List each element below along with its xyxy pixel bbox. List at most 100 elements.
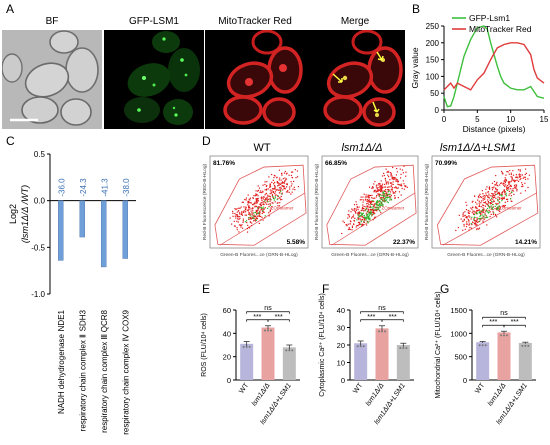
event-dot — [258, 212, 261, 214]
event-dot — [361, 216, 363, 218]
event-dot — [358, 212, 360, 214]
event-dot — [244, 208, 247, 210]
event-dot — [247, 204, 249, 206]
event-dot — [385, 191, 387, 193]
event-dot — [514, 180, 517, 182]
event-dot-green — [357, 214, 359, 216]
event-dot — [492, 198, 494, 200]
event-dot-green — [484, 217, 486, 219]
event-dot-green — [483, 215, 485, 217]
event-dot — [495, 183, 498, 185]
event-dot — [389, 196, 391, 198]
event-dot — [376, 210, 378, 212]
category-label: NDE1 — [57, 309, 66, 331]
event-dot — [503, 204, 505, 207]
bf-micrograph — [2, 30, 102, 129]
event-dot-green — [474, 216, 476, 219]
event-dot — [463, 219, 465, 221]
event-dot-green — [493, 212, 495, 214]
event-dot — [248, 218, 250, 221]
event-dot — [405, 186, 407, 188]
event-dot — [462, 220, 464, 222]
event-dot — [485, 192, 487, 194]
event-dot — [373, 208, 375, 210]
event-dot-green — [479, 217, 482, 220]
event-dot — [376, 194, 378, 197]
event-dot — [478, 228, 480, 230]
event-dot — [262, 208, 265, 210]
event-dot — [256, 201, 258, 203]
event-dot — [273, 188, 275, 190]
event-dot — [467, 211, 469, 213]
event-dot — [293, 186, 295, 188]
event-dot — [388, 186, 390, 188]
event-dot — [292, 171, 294, 173]
category-label: lsm1Δ/Δ — [365, 382, 386, 408]
event-dot-green — [272, 195, 274, 198]
event-dot — [278, 169, 281, 171]
event-dot-green — [482, 209, 484, 211]
event-dot-green — [360, 212, 362, 214]
event-dot — [499, 210, 501, 213]
event-dot — [377, 208, 379, 211]
event-dot — [378, 182, 380, 185]
event-dot-green — [492, 208, 494, 210]
event-dot — [515, 186, 517, 188]
event-dot-green — [384, 197, 386, 199]
event-dot — [276, 181, 279, 183]
event-dot — [249, 213, 251, 215]
event-dot — [501, 198, 504, 200]
event-dot — [482, 220, 484, 222]
event-dot — [290, 181, 292, 183]
event-dot — [385, 182, 387, 184]
event-dot — [512, 170, 514, 172]
event-dot — [277, 185, 279, 187]
event-dot — [520, 192, 522, 194]
event-dot — [396, 179, 398, 181]
event-dot — [357, 225, 359, 227]
event-dot — [491, 192, 493, 195]
data-point — [242, 345, 245, 348]
event-dot — [255, 216, 257, 218]
event-dot — [504, 193, 506, 196]
event-dot — [361, 225, 363, 227]
data-point — [521, 344, 524, 347]
event-dot — [251, 217, 253, 219]
event-dot — [475, 224, 477, 226]
event-dot — [365, 198, 367, 200]
event-dot — [467, 216, 469, 218]
event-dot — [357, 217, 359, 219]
event-dot — [288, 174, 290, 176]
event-dot-green — [390, 198, 393, 200]
event-dot — [519, 170, 521, 172]
event-dot — [285, 178, 288, 180]
event-dot — [491, 182, 494, 184]
sig-label: ns — [264, 305, 272, 312]
event-dot — [476, 211, 478, 213]
event-dot — [292, 188, 294, 190]
event-dot — [485, 188, 487, 190]
event-dot — [482, 221, 484, 224]
data-point — [359, 345, 362, 348]
event-dot-green — [491, 203, 494, 206]
event-dot — [490, 208, 492, 210]
event-dot — [342, 220, 344, 222]
event-dot — [379, 187, 381, 189]
event-dot-green — [363, 215, 365, 217]
event-dot — [511, 179, 513, 181]
event-dot — [365, 208, 367, 210]
event-dot — [505, 174, 507, 176]
event-dot — [250, 217, 252, 219]
event-dot — [273, 184, 276, 187]
event-dot — [400, 173, 402, 175]
data-point — [270, 329, 272, 332]
event-dot-green — [253, 212, 255, 214]
event-dot — [475, 223, 477, 225]
y-tick-label: -0.5 — [31, 243, 45, 252]
y-axis-label: Mitochondrial Ca²⁺ (FLU/10⁴ cells) — [435, 291, 442, 398]
event-dot-green — [367, 221, 369, 223]
event-dot — [349, 220, 352, 222]
event-dot — [267, 203, 269, 205]
event-dot — [476, 207, 478, 210]
event-dot — [381, 186, 383, 188]
